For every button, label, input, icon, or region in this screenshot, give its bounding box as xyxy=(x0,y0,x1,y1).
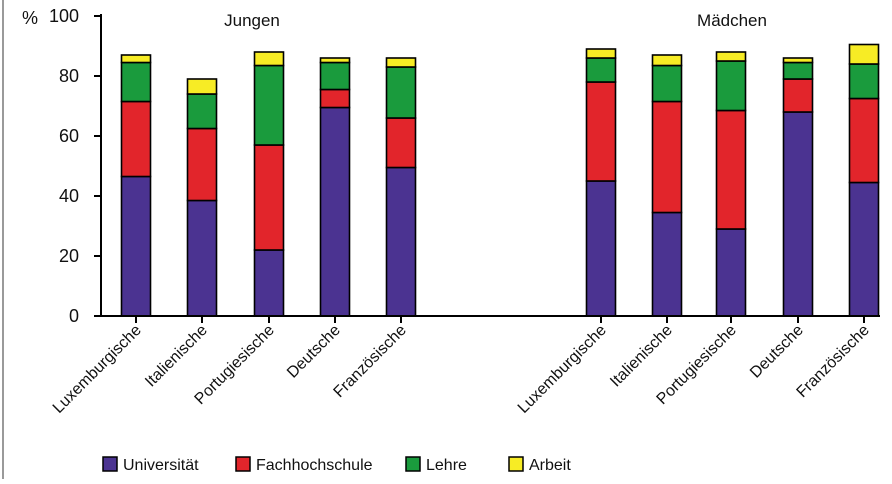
y-axis-unit-label: % xyxy=(22,8,38,28)
bar-segment xyxy=(186,93,218,130)
bar-segment xyxy=(385,166,417,317)
x-tick-label: Deutsche xyxy=(747,322,807,382)
y-tick-label: 40 xyxy=(59,186,79,206)
legend-swatch xyxy=(508,456,524,472)
y-tick-label: 0 xyxy=(69,306,79,326)
bar-segment xyxy=(319,57,351,64)
x-tick-label: Italienische xyxy=(607,322,676,391)
bar-segment xyxy=(186,78,218,95)
bar-segment xyxy=(848,43,880,65)
bar-segment xyxy=(585,180,617,317)
bar-segment xyxy=(319,61,351,91)
bar-segment xyxy=(253,51,285,67)
bar-segment xyxy=(385,57,417,68)
bar-segment xyxy=(651,211,683,317)
y-tick-label: 20 xyxy=(59,246,79,266)
y-tick-label: 100 xyxy=(49,6,79,26)
legend-label: Fachhochschule xyxy=(256,457,373,474)
bar-segment xyxy=(120,54,152,64)
legend-swatch xyxy=(235,456,251,472)
bar-segment xyxy=(319,88,351,109)
bar-segment xyxy=(585,81,617,182)
bar-segment xyxy=(120,100,152,178)
bar-segment xyxy=(848,97,880,184)
legend-label: Universität xyxy=(123,457,199,474)
legend-label: Arbeit xyxy=(529,457,571,474)
bar-segment xyxy=(651,100,683,214)
legend: Universität Fachhochschule Lehre Arbeit xyxy=(102,456,571,474)
bar-segment xyxy=(120,175,152,317)
bar-segment xyxy=(253,249,285,317)
bar-segment xyxy=(782,61,814,80)
bar-segment xyxy=(782,78,814,113)
bar-segment xyxy=(385,66,417,119)
axes-layer: % 0 20 40 60 80 100 xyxy=(22,6,880,326)
group-title: Jungen xyxy=(224,11,280,30)
bar-segment xyxy=(186,127,218,202)
x-tick-label: Luxemburgische xyxy=(50,322,145,417)
bar-segment xyxy=(585,48,617,59)
bars-layer xyxy=(120,43,880,317)
x-tick-label: Italienische xyxy=(142,322,211,391)
group-title: Mädchen xyxy=(697,11,767,30)
legend-swatch xyxy=(102,456,118,472)
bar-segment xyxy=(715,60,747,112)
legend-swatch xyxy=(405,456,421,472)
y-tick-label: 60 xyxy=(59,126,79,146)
bar-segment xyxy=(186,199,218,317)
left-frame-line xyxy=(2,0,4,479)
bar-segment xyxy=(782,111,814,317)
bar-segment xyxy=(848,181,880,317)
bar-segment xyxy=(385,117,417,169)
bar-segment xyxy=(651,64,683,103)
bar-segment xyxy=(715,109,747,230)
x-tick-label: Luxemburgische xyxy=(515,322,610,417)
bar-segment xyxy=(253,144,285,251)
legend-label: Lehre xyxy=(426,457,467,474)
bar-segment xyxy=(319,106,351,317)
bar-segment xyxy=(585,57,617,83)
bar-segment xyxy=(782,57,814,64)
bar-segment xyxy=(651,54,683,67)
labels-layer: JungenLuxemburgischeItalienischePortugie… xyxy=(50,11,873,417)
bar-segment xyxy=(715,51,747,62)
bar-segment xyxy=(253,64,285,146)
y-tick-label: 80 xyxy=(59,66,79,86)
x-tick-label: Deutsche xyxy=(284,322,344,382)
bar-segment xyxy=(715,228,747,317)
bar-segment xyxy=(848,63,880,100)
bar-segment xyxy=(120,61,152,103)
